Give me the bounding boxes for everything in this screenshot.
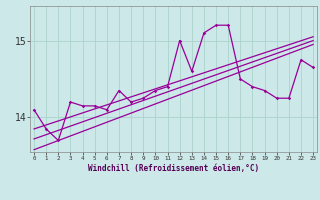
X-axis label: Windchill (Refroidissement éolien,°C): Windchill (Refroidissement éolien,°C) [88,164,259,173]
